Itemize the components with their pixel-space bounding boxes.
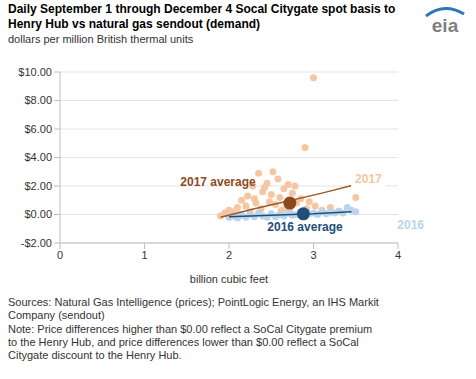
html-text:Note: Price differences higher: Note: Price differences higher than $0.0…	[8, 323, 373, 361]
svg-text:2: 2	[226, 249, 232, 261]
svg-text:2017: 2017	[355, 172, 382, 186]
svg-text:$6.00: $6.00	[24, 123, 52, 135]
svg-text:2017 average: 2017 average	[180, 175, 256, 189]
html-text:dollars per million British th: dollars per million British thermal unit…	[8, 33, 194, 45]
svg-text:eia: eia	[432, 15, 459, 36]
svg-text:1: 1	[141, 249, 147, 261]
svg-text:$2.00: $2.00	[24, 180, 52, 192]
svg-text:$0.00: $0.00	[24, 208, 52, 220]
html-text:Daily September 1 through Dece: Daily September 1 through December 4 Soc…	[8, 2, 396, 31]
svg-text:billion cubic feet: billion cubic feet	[190, 273, 268, 285]
svg-text:$4.00: $4.00	[24, 151, 52, 163]
svg-text:4: 4	[395, 249, 401, 261]
svg-text:0: 0	[57, 249, 63, 261]
svg-text:$8.00: $8.00	[24, 94, 52, 106]
svg-text:$10.00: $10.00	[18, 66, 52, 78]
svg-text:2016 average: 2016 average	[267, 220, 343, 234]
svg-text:3: 3	[310, 249, 316, 261]
html-text:Sources: Natural Gas Intellige: Sources: Natural Gas Intelligence (price…	[8, 296, 379, 321]
svg-text:2016: 2016	[397, 218, 424, 232]
svg-text:-$2.00: -$2.00	[21, 237, 52, 249]
